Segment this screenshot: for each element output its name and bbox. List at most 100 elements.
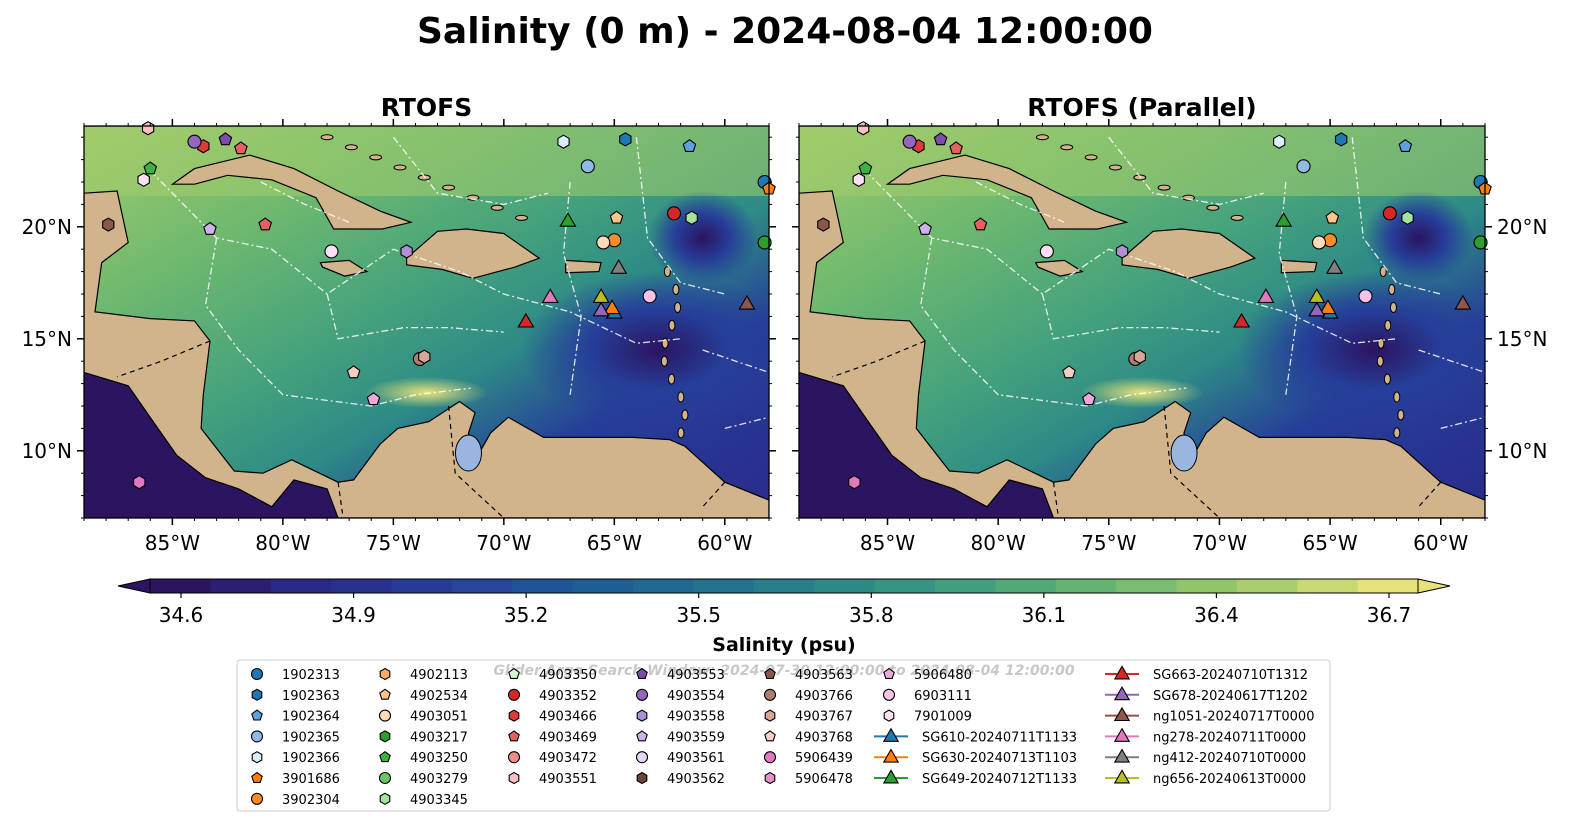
colorbar-segment (814, 579, 876, 593)
legend-float-marker (508, 667, 520, 679)
eez-boundary-line (975, 181, 1065, 223)
legend-float-marker (764, 730, 776, 742)
argo-float-marker (141, 121, 155, 136)
lon-tick-label: 70°W (1192, 531, 1247, 555)
legend-label: 4903562 (667, 772, 725, 787)
argo-float-marker (642, 289, 657, 304)
glider-marker (1257, 288, 1275, 303)
argo-float-marker (1039, 244, 1054, 259)
legend-label: 4903217 (410, 730, 468, 745)
argo-float-marker (852, 172, 865, 187)
legend-label: 4903553 (667, 668, 725, 683)
map-panel-rtofs: 85°W 80°W 75°W 70°W 65°W 60°W 20°N 15°N 10°N RTOF… (22, 93, 776, 555)
legend-label: 4903472 (539, 751, 597, 766)
lat-tick-label: 20°N (22, 215, 72, 239)
hispaniola-island (406, 228, 541, 279)
eez-boundary-line (635, 137, 725, 295)
legend-label: ng412-20240710T0000 (1153, 751, 1306, 766)
lesser-antilles-island (681, 409, 689, 421)
country-border-line (1418, 481, 1442, 508)
legend-glider-marker (1113, 769, 1131, 784)
lesser-antilles-island (1384, 319, 1392, 331)
legend-float-marker (764, 709, 776, 722)
lesser-antilles-island (1379, 266, 1387, 278)
colorbar-tick-label: 36.1 (1022, 603, 1067, 627)
legend-float-marker (635, 751, 649, 764)
eez-boundary-line (1041, 293, 1220, 340)
legend-float-marker (251, 709, 263, 721)
lon-tick-label: 85°W (860, 531, 915, 555)
legend-label: 4902534 (410, 689, 468, 704)
map-area (799, 126, 1485, 518)
colorbar-segment (1357, 579, 1419, 593)
legend-float-marker (882, 688, 896, 701)
argo-float-marker (580, 159, 595, 174)
bahamas-island (1157, 184, 1171, 191)
legend-label: 4903466 (539, 710, 597, 725)
bahamas-island (369, 154, 383, 161)
lesser-antilles-island (661, 337, 669, 349)
legend-float-marker (250, 730, 264, 743)
legend-float-marker (508, 730, 520, 742)
lon-tick-label: 80°W (971, 531, 1026, 555)
bahamas-island (1133, 174, 1147, 181)
legend-label: 4903051 (410, 710, 468, 725)
colorbar-segment (391, 579, 453, 593)
colorbar-tick-label: 35.2 (504, 603, 549, 627)
legend-float-marker (250, 792, 264, 805)
map-area (84, 126, 769, 518)
legend-label: 4903767 (795, 710, 853, 725)
bahamas-island (490, 204, 504, 211)
bahamas-island (1035, 134, 1049, 141)
lesser-antilles-island (672, 284, 680, 296)
map-panel-rtofs-parallel: 85°W 80°W 75°W 70°W 65°W 60°W 20°N 15°N 10°N RTOF… (792, 93, 1547, 555)
colorbar-segment (1055, 579, 1117, 593)
lat-tick-label: 15°N (22, 327, 72, 351)
legend-float-marker (636, 771, 648, 785)
legend-label: 4903352 (539, 689, 597, 704)
lake-maracaibo (454, 434, 482, 472)
glider-marker (592, 301, 610, 317)
glider-marker (1308, 288, 1326, 303)
legend-label: ng656-20240613T0000 (1153, 772, 1306, 787)
bahamas-island (442, 184, 456, 191)
glider-marker (1275, 212, 1293, 227)
lesser-antilles-island (1383, 373, 1391, 385)
legend-label: 1902365 (282, 730, 340, 745)
eez-boundary-line (260, 181, 350, 223)
colorbar-segment (995, 579, 1057, 593)
figure-title: Salinity (0 m) - 2024-08-04 12:00:00 (417, 11, 1153, 52)
argo-float-marker (1133, 349, 1146, 364)
legend-label: 4903558 (667, 710, 725, 725)
legend-glider-marker (882, 748, 900, 763)
legend-glider-marker (882, 769, 900, 784)
colorbar-tick-label: 35.5 (676, 603, 721, 627)
bahamas-island (417, 174, 431, 181)
colorbar-segment (572, 579, 634, 593)
legend-label: 4903766 (795, 689, 853, 704)
legend-label: SG610-20240711T1133 (922, 730, 1077, 745)
lon-tick-label: 70°W (476, 531, 531, 555)
argo-float-marker (1473, 235, 1488, 250)
glider-marker (1233, 312, 1251, 328)
colorbar-frame (149, 578, 1419, 594)
argo-float-marker (973, 217, 988, 231)
lat-tick-label: 15°N (1497, 327, 1547, 351)
legend-float-marker (636, 709, 648, 722)
lat-tick-label: 20°N (1497, 215, 1547, 239)
glider-marker (1319, 299, 1337, 315)
lon-tick-label: 65°W (587, 531, 642, 555)
legend-label: 4903469 (539, 730, 597, 745)
colorbar-segment (934, 579, 996, 593)
colorbar-segment (633, 579, 694, 593)
argo-float-marker (1382, 206, 1397, 221)
bahamas-island (1084, 154, 1098, 161)
argo-float-marker (1398, 139, 1413, 152)
panel-title: RTOFS (381, 93, 473, 122)
lesser-antilles-island (1388, 284, 1396, 296)
legend-float-marker (636, 730, 648, 742)
eez-boundary-line (920, 237, 1187, 407)
argo-float-marker (1062, 365, 1076, 379)
bahamas-island (1060, 144, 1074, 151)
